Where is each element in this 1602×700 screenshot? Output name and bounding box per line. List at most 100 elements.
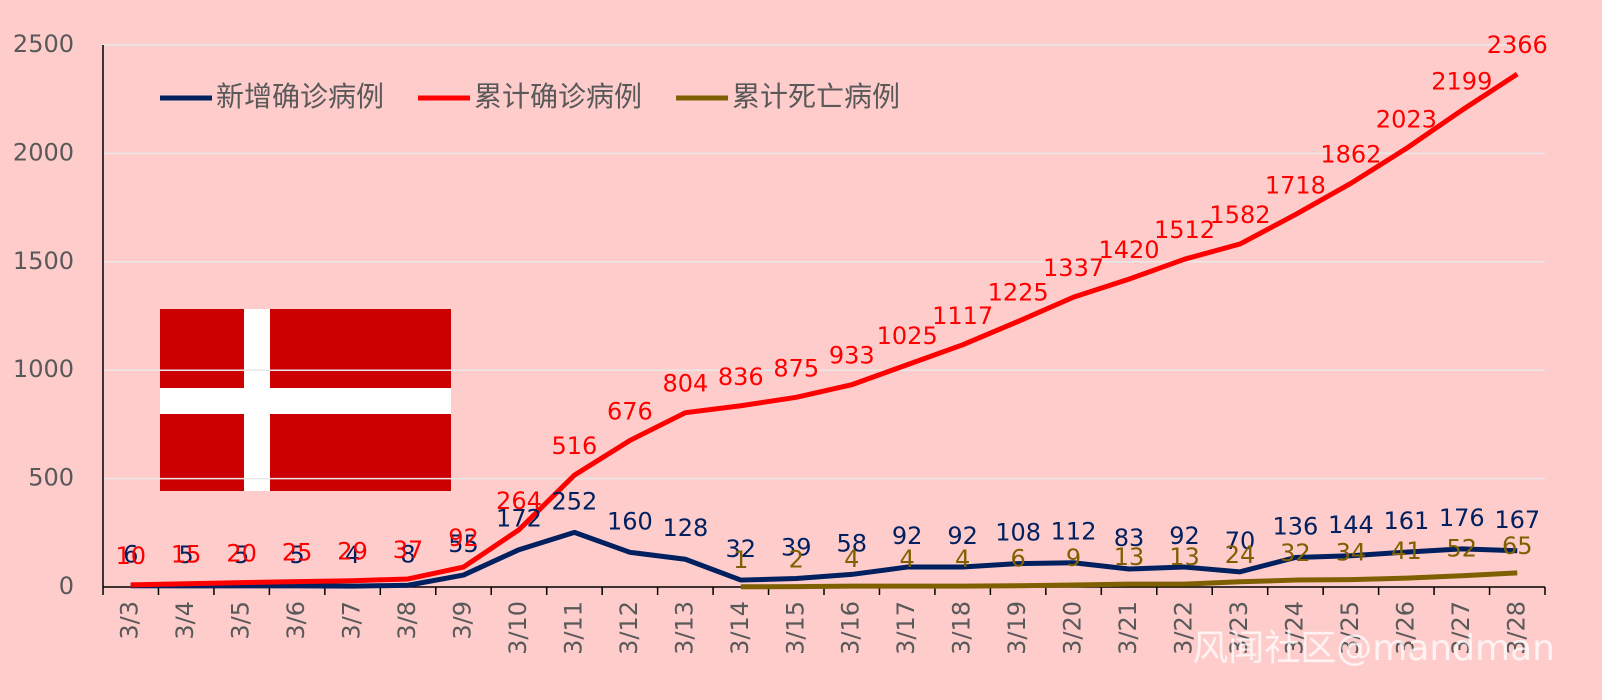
x-tick-label: 3/14 <box>726 601 754 655</box>
data-label: 41 <box>1391 537 1422 565</box>
x-tick-label: 3/6 <box>282 601 310 640</box>
x-tick-label: 3/4 <box>171 601 199 640</box>
data-label: 9 <box>1066 544 1081 572</box>
data-label: 6 <box>1010 545 1025 573</box>
data-label: 15 <box>171 541 202 569</box>
data-label: 1225 <box>988 278 1049 306</box>
data-label: 37 <box>393 536 424 564</box>
data-label: 92 <box>947 522 978 550</box>
x-tick-label: 3/22 <box>1170 601 1198 655</box>
series-line <box>740 570 1518 590</box>
y-tick-label: 2500 <box>13 30 74 58</box>
data-label: 2199 <box>1431 67 1492 95</box>
data-label: 1512 <box>1154 216 1215 244</box>
data-label: 52 <box>1447 535 1478 563</box>
x-tick-label: 3/16 <box>837 601 865 655</box>
data-label: 136 <box>1273 513 1319 541</box>
x-tick-label: 3/10 <box>504 601 532 655</box>
y-tick-label: 0 <box>59 572 74 600</box>
data-label: 32 <box>1280 539 1311 567</box>
data-label: 108 <box>995 519 1041 547</box>
x-tick-label: 3/25 <box>1336 601 1364 655</box>
data-label: 4 <box>955 545 970 573</box>
data-label: 6 <box>123 541 138 569</box>
data-label: 516 <box>552 432 598 460</box>
data-label: 160 <box>607 507 653 535</box>
data-label: 875 <box>773 354 819 382</box>
x-tick-label: 3/24 <box>1280 601 1308 655</box>
data-label: 8 <box>400 540 415 568</box>
y-tick-label: 2000 <box>13 138 74 166</box>
data-label: 1025 <box>877 322 938 350</box>
y-tick-label: 500 <box>28 464 74 492</box>
data-label: 252 <box>552 487 598 515</box>
data-label: 5 <box>234 541 249 569</box>
x-tick-label: 3/27 <box>1447 601 1475 655</box>
data-label: 5 <box>289 541 304 569</box>
x-tick-label: 3/19 <box>1003 601 1031 655</box>
x-tick-label: 3/28 <box>1502 601 1530 655</box>
data-label: 2023 <box>1376 105 1437 133</box>
data-label: 92 <box>448 524 479 552</box>
data-label: 13 <box>1114 543 1145 571</box>
legend-label: 累计死亡病例 <box>732 80 900 113</box>
data-label: 112 <box>1051 518 1097 546</box>
data-label: 2366 <box>1487 31 1548 59</box>
data-label: 13 <box>1169 543 1200 571</box>
x-tick-label: 3/15 <box>781 601 809 655</box>
data-label: 172 <box>496 505 542 533</box>
data-label: 933 <box>829 342 875 370</box>
data-label: 58 <box>836 529 867 557</box>
data-label: 83 <box>1114 524 1145 552</box>
data-label: 24 <box>1225 541 1256 569</box>
data-label: 32 <box>726 535 757 563</box>
data-label: 167 <box>1494 506 1540 534</box>
flag <box>160 309 451 491</box>
data-label: 264 <box>496 487 542 515</box>
data-label: 1420 <box>1098 236 1159 264</box>
data-label: 65 <box>1502 532 1533 560</box>
data-label: 676 <box>607 397 653 425</box>
x-tick-label: 3/17 <box>892 601 920 655</box>
x-tick-label: 3/11 <box>559 601 587 655</box>
data-label: 176 <box>1439 504 1485 532</box>
data-label: 39 <box>781 534 812 562</box>
data-label: 5 <box>179 541 194 569</box>
data-label: 144 <box>1328 511 1374 539</box>
data-label: 1 <box>733 546 748 574</box>
x-tick-label: 3/21 <box>1114 601 1142 655</box>
data-label: 2 <box>789 546 804 574</box>
x-tick-label: 3/26 <box>1391 601 1419 655</box>
x-tick-label: 3/7 <box>338 601 366 640</box>
data-label: 10 <box>115 542 146 570</box>
data-label: 128 <box>662 514 708 542</box>
x-tick-label: 3/18 <box>948 601 976 655</box>
series-line <box>130 71 1519 588</box>
x-tick-label: 3/5 <box>227 601 255 640</box>
data-label: 25 <box>282 539 313 567</box>
data-label: 804 <box>662 370 708 398</box>
data-label: 1582 <box>1209 201 1270 229</box>
series-line <box>130 529 1518 589</box>
data-label: 4 <box>900 545 915 573</box>
data-label: 1337 <box>1043 254 1104 282</box>
y-tick-label: 1500 <box>13 247 74 275</box>
legend-label: 累计确诊病例 <box>474 80 642 113</box>
x-tick-label: 3/12 <box>615 601 643 655</box>
x-tick-label: 3/9 <box>449 601 477 640</box>
data-label: 92 <box>1169 522 1200 550</box>
data-label: 1862 <box>1320 140 1381 168</box>
data-label: 1117 <box>932 302 993 330</box>
data-label: 20 <box>226 540 257 568</box>
y-tick-label: 1000 <box>13 355 74 383</box>
data-label: 4 <box>345 541 360 569</box>
watermark: 风闻社区@mandman <box>1192 628 1555 669</box>
legend-label: 新增确诊病例 <box>216 80 384 113</box>
data-label: 161 <box>1383 507 1429 535</box>
data-label: 29 <box>337 538 368 566</box>
data-label: 4 <box>844 545 859 573</box>
x-tick-label: 3/13 <box>670 601 698 655</box>
x-tick-label: 3/8 <box>393 601 421 640</box>
data-label: 92 <box>892 522 923 550</box>
